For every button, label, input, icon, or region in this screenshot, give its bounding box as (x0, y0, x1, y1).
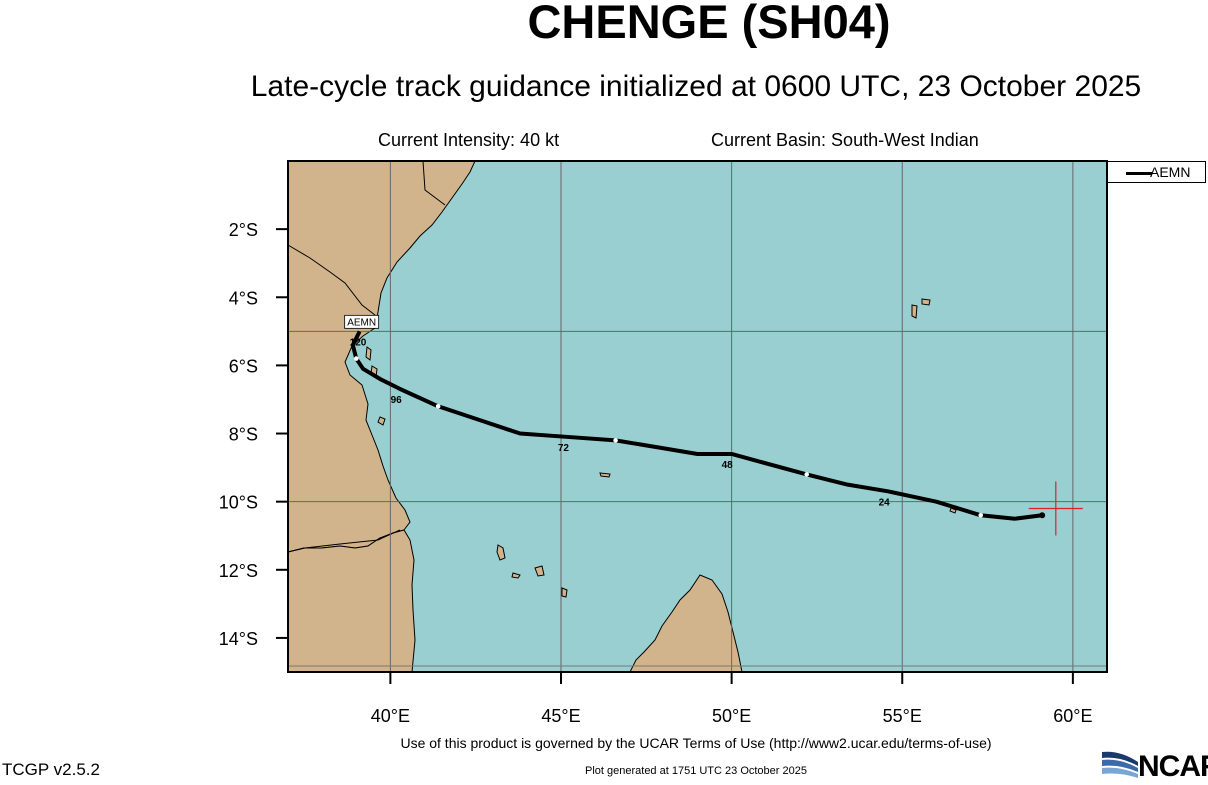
end-label: AEMN (347, 317, 376, 328)
end-label-box (344, 314, 380, 329)
lon-tick-label: 60°E (1053, 706, 1092, 726)
comoros-1 (496, 544, 506, 561)
ncar-logo-mark (1102, 751, 1138, 778)
lon-tick-label: 50°E (712, 706, 751, 726)
legend-label-aemn: AEMN (1150, 164, 1191, 180)
current-intensity: Current Intensity: 40 kt (378, 130, 560, 150)
generated-timestamp: Plot generated at 1751 UTC 23 October 20… (585, 765, 807, 777)
terms-of-use: Use of this product is governed by the U… (400, 735, 992, 751)
lat-tick-label: 14°S (219, 629, 258, 649)
seychelles-2 (921, 298, 931, 306)
ncar-logo: NCAR (1100, 748, 1208, 783)
tau-label: 72 (558, 443, 570, 454)
tau-label: 120 (350, 337, 367, 348)
tau-label: 24 (879, 497, 891, 508)
plot-title: CHENGE (SH04) (527, 0, 891, 48)
lat-tick-label: 8°S (229, 425, 258, 445)
track-point (353, 356, 359, 361)
current-position-marker (1028, 481, 1083, 536)
lon-tick-label: 40°E (371, 706, 410, 726)
map-frame (287, 160, 1108, 673)
current-basin: Current Basin: South-West Indian (711, 130, 979, 150)
agalega-island (949, 507, 957, 514)
country-borders (287, 160, 446, 553)
plot-subtitle: Late-cycle track guidance initialized at… (250, 70, 1142, 103)
lon-tick-label: 55°E (883, 706, 922, 726)
lon-tick-label: 45°E (541, 706, 580, 726)
comoros-2 (511, 572, 521, 579)
mafia-island (377, 416, 386, 426)
lat-tick-label: 12°S (219, 561, 258, 581)
mozambique-coast (288, 529, 416, 672)
seychelles-1 (911, 304, 918, 319)
track-point (804, 472, 809, 477)
ncar-wordmark: NCAR (1138, 750, 1208, 783)
track-point (435, 403, 441, 409)
mayotte (561, 587, 568, 598)
pemba-island (365, 346, 372, 361)
legend: AEMN (1107, 161, 1206, 183)
longitude-axis: 40°E 45°E 50°E 55°E 60°E (371, 672, 1092, 726)
version-label: TCGP v2.5.2 (2, 760, 100, 779)
track-start (1039, 512, 1046, 519)
lat-tick-label: 2°S (229, 220, 258, 240)
track-point (613, 438, 618, 443)
aldabra-island (599, 472, 611, 478)
lat-tick-label: 10°S (219, 493, 258, 513)
comoros-3 (534, 565, 545, 577)
land-layer (288, 161, 957, 672)
tau-label: 48 (722, 460, 734, 471)
legend-line-aemn (1126, 172, 1152, 175)
latitude-axis: 2°S 4°S 6°S 8°S 10°S 12°S 14°S (219, 220, 288, 649)
track-point (978, 512, 984, 518)
lat-tick-label: 4°S (229, 288, 258, 308)
lat-tick-label: 6°S (229, 356, 258, 376)
map-grid (288, 161, 1107, 672)
tau-label: 96 (391, 395, 403, 406)
aemn-track: 24 48 72 96 120 AEMN (344, 314, 1046, 521)
